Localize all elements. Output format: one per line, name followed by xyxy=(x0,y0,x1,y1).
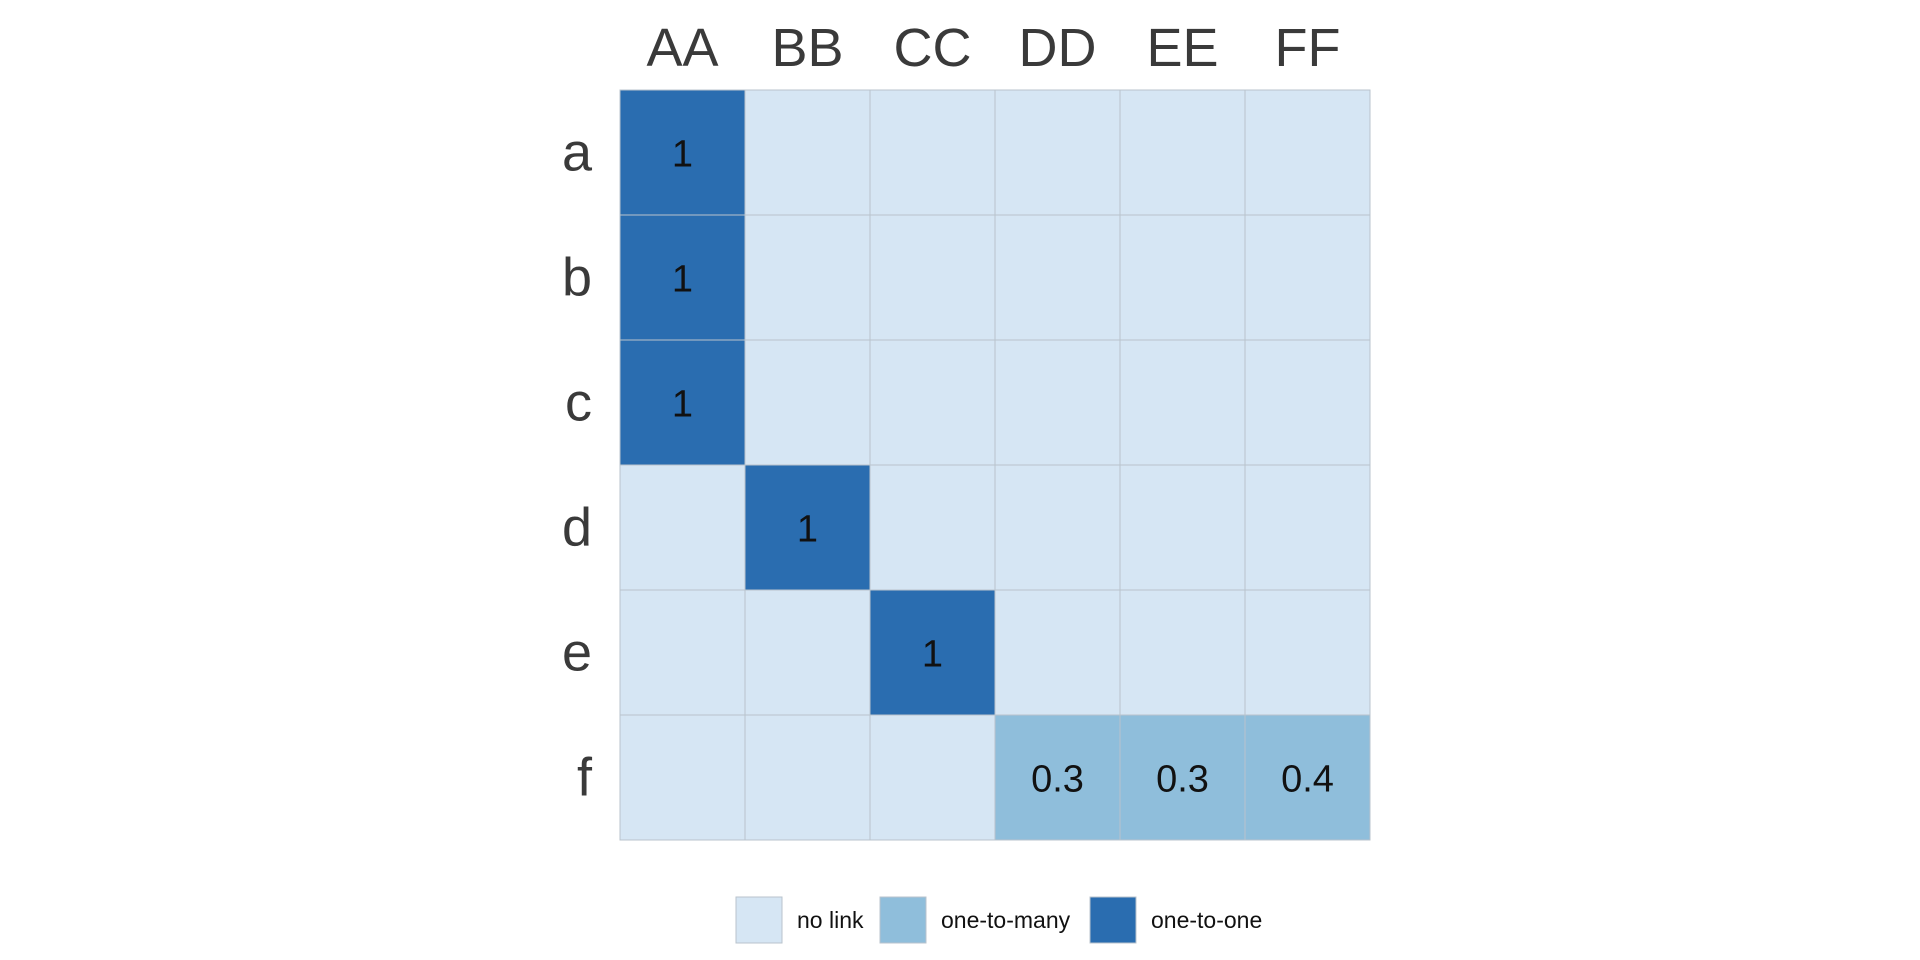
heatmap-cell-c-AA xyxy=(619,339,746,466)
y-tick-label: f xyxy=(577,748,593,808)
heatmap-cell-e-EE xyxy=(1119,589,1246,716)
heatmap-cell-e-FF xyxy=(1244,589,1371,716)
cell-value-label: 0.4 xyxy=(1281,759,1334,801)
y-tick-label: d xyxy=(562,498,592,558)
heatmap-cell-a-CC xyxy=(869,89,996,216)
heatmap-cell-labels: 1 1 1 1 1 0.3 0.3 0.4 xyxy=(672,134,1334,801)
x-axis-labels: AA BB CC DD EE FF xyxy=(646,18,1340,78)
heatmap-cell-e-BB xyxy=(744,589,871,716)
y-tick-label: b xyxy=(562,248,592,308)
legend-swatch xyxy=(879,896,927,944)
heatmap-cell-f-EE xyxy=(1119,714,1246,841)
heatmap-cell-b-EE xyxy=(1119,214,1246,341)
heatmap-cell-a-DD xyxy=(994,89,1121,216)
heatmap-cell-d-FF xyxy=(1244,464,1371,591)
heatmap-cell-f-BB xyxy=(744,714,871,841)
heatmap-cell-d-AA xyxy=(619,464,746,591)
heatmap-cell-c-EE xyxy=(1119,339,1246,466)
x-tick-label: FF xyxy=(1275,18,1341,78)
legend-label: one-to-many xyxy=(941,907,1071,933)
heatmap-cell-a-AA xyxy=(619,89,746,216)
heatmap-cell-c-CC xyxy=(869,339,996,466)
heatmap-cell-f-FF xyxy=(1244,714,1371,841)
legend-label: one-to-one xyxy=(1151,907,1262,933)
y-tick-label: c xyxy=(565,373,592,433)
legend: no link one-to-many one-to-one xyxy=(735,896,1262,944)
heatmap-cell-b-BB xyxy=(744,214,871,341)
heatmap-cell-e-CC xyxy=(869,589,996,716)
cell-value-label: 0.3 xyxy=(1031,759,1084,801)
x-tick-label: BB xyxy=(771,18,843,78)
heatmap-cell-e-AA xyxy=(619,589,746,716)
heatmap-cell-c-DD xyxy=(994,339,1121,466)
heatmap-cell-d-DD xyxy=(994,464,1121,591)
y-tick-label: e xyxy=(562,623,592,683)
heatmap-cell-d-BB xyxy=(744,464,871,591)
heatmap-cell-e-DD xyxy=(994,589,1121,716)
cell-value-label: 1 xyxy=(797,509,818,551)
heatmap-cell-f-CC xyxy=(869,714,996,841)
cell-value-label: 0.3 xyxy=(1156,759,1209,801)
heatmap-cell-c-BB xyxy=(744,339,871,466)
cell-value-label: 1 xyxy=(672,384,693,426)
heatmap-cell-f-DD xyxy=(994,714,1121,841)
heatmap-cell-b-CC xyxy=(869,214,996,341)
heatmap-cell-a-BB xyxy=(744,89,871,216)
heatmap-cell-c-FF xyxy=(1244,339,1371,466)
x-tick-label: DD xyxy=(1019,18,1097,78)
cell-value-label: 1 xyxy=(672,259,693,301)
heatmap-cell-a-FF xyxy=(1244,89,1371,216)
heatmap-cell-b-DD xyxy=(994,214,1121,341)
cell-value-label: 1 xyxy=(922,634,943,676)
heatmap-cells xyxy=(619,89,1371,841)
legend-swatch xyxy=(1089,896,1137,944)
heatmap-cell-d-EE xyxy=(1119,464,1246,591)
x-tick-label: EE xyxy=(1146,18,1218,78)
heatmap-cell-b-AA xyxy=(619,214,746,341)
x-tick-label: AA xyxy=(646,18,718,78)
heatmap-cell-d-CC xyxy=(869,464,996,591)
y-axis-labels: a b c d e f xyxy=(562,123,593,808)
heatmap-cell-b-FF xyxy=(1244,214,1371,341)
y-tick-label: a xyxy=(562,123,593,183)
cell-value-label: 1 xyxy=(672,134,693,176)
legend-swatch xyxy=(735,896,783,944)
heatmap-cell-f-AA xyxy=(619,714,746,841)
x-tick-label: CC xyxy=(894,18,972,78)
heatmap-cell-a-EE xyxy=(1119,89,1246,216)
legend-label: no link xyxy=(797,907,864,933)
